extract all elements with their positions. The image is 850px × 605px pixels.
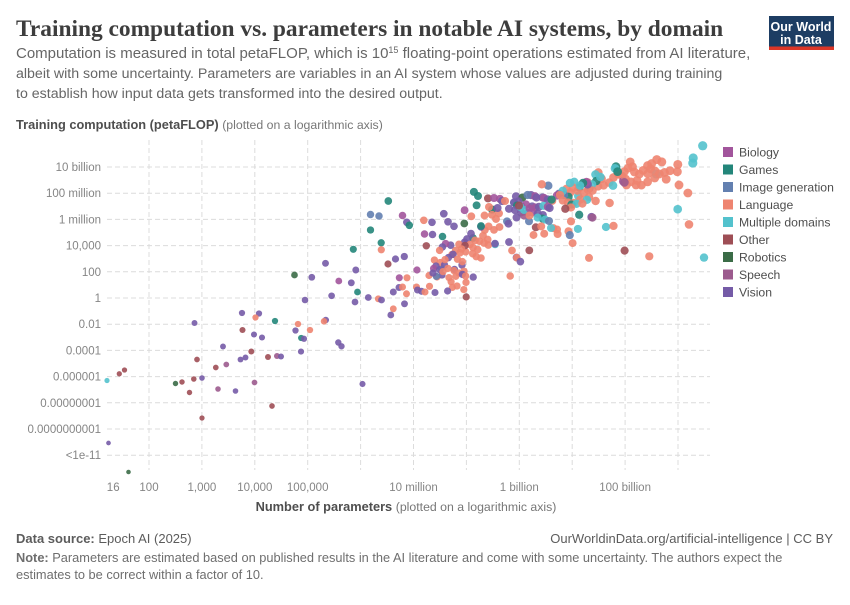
svg-text:Data source: Epoch AI (2025): Data source: Epoch AI (2025) bbox=[16, 531, 192, 546]
svg-text:0.0001: 0.0001 bbox=[66, 345, 101, 357]
svg-text:0.0000000001: 0.0000000001 bbox=[27, 424, 101, 436]
svg-text:to establish how input data ge: to establish how input data gets transfo… bbox=[16, 86, 443, 102]
svg-text:Speech: Speech bbox=[739, 268, 780, 282]
svg-text:1,000: 1,000 bbox=[188, 482, 217, 494]
svg-text:Robotics: Robotics bbox=[739, 251, 786, 265]
svg-text:in Data: in Data bbox=[780, 33, 823, 47]
svg-text:10,000: 10,000 bbox=[66, 241, 101, 253]
svg-text:Training computation vs. param: Training computation vs. parameters in n… bbox=[16, 16, 723, 42]
svg-text:Other: Other bbox=[739, 233, 769, 247]
svg-text:Our World: Our World bbox=[771, 20, 832, 34]
svg-text:100: 100 bbox=[82, 267, 101, 279]
svg-text:10,000: 10,000 bbox=[237, 482, 272, 494]
svg-text:100 billion: 100 billion bbox=[599, 482, 651, 494]
svg-text:Language: Language bbox=[739, 198, 793, 212]
svg-text:10 billion: 10 billion bbox=[56, 162, 101, 174]
svg-text:OurWorldinData.org/artificial-: OurWorldinData.org/artificial-intelligen… bbox=[550, 531, 833, 546]
svg-text:Note: Parameters are estimated: Note: Parameters are estimated based on … bbox=[16, 550, 782, 565]
svg-text:100 million: 100 million bbox=[46, 188, 101, 200]
svg-text:Games: Games bbox=[739, 163, 778, 177]
svg-text:estimates to be correct within: estimates to be correct within a factor … bbox=[16, 567, 264, 582]
svg-text:16: 16 bbox=[107, 482, 120, 494]
svg-text:<1e-11: <1e-11 bbox=[66, 450, 101, 462]
svg-text:100: 100 bbox=[139, 482, 158, 494]
svg-text:1: 1 bbox=[95, 293, 101, 305]
svg-text:Biology: Biology bbox=[739, 146, 780, 160]
svg-text:Image generation: Image generation bbox=[739, 181, 834, 195]
svg-text:0.01: 0.01 bbox=[79, 319, 101, 331]
svg-text:Number of parameters (plotted: Number of parameters (plotted on a logar… bbox=[256, 499, 557, 514]
svg-text:Training computation (petaFLOP: Training computation (petaFLOP) (plotted… bbox=[16, 117, 383, 132]
svg-text:albeit with some uncertainty.: albeit with some uncertainty. Parameters… bbox=[16, 66, 722, 82]
svg-text:Multiple domains: Multiple domains bbox=[739, 216, 830, 230]
svg-text:0.000001: 0.000001 bbox=[53, 372, 101, 384]
svg-text:1 billion: 1 billion bbox=[500, 482, 539, 494]
svg-text:100,000: 100,000 bbox=[287, 482, 329, 494]
svg-text:10 million: 10 million bbox=[389, 482, 438, 494]
svg-text:0.00000001: 0.00000001 bbox=[40, 398, 101, 410]
svg-text:Vision: Vision bbox=[739, 286, 772, 300]
svg-text:1 million: 1 million bbox=[59, 214, 101, 226]
svg-text:Computation is measured in tot: Computation is measured in total petaFLO… bbox=[16, 45, 750, 62]
